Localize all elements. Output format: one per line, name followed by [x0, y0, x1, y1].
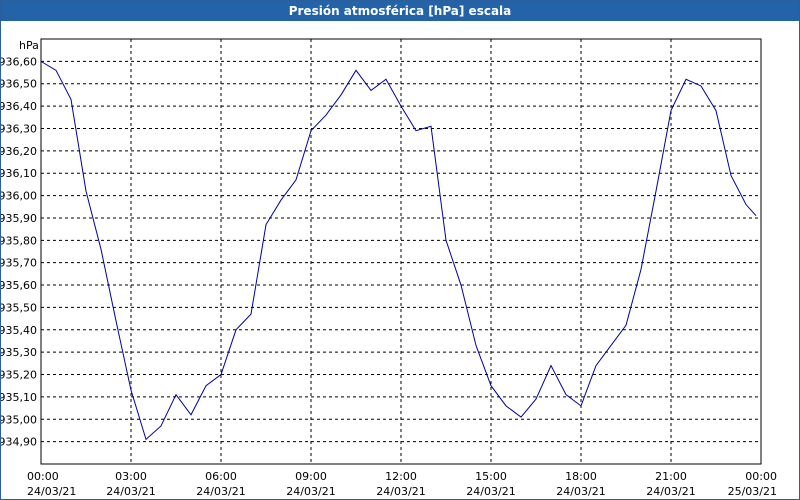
- y-tick-label: 936,30: [1, 122, 37, 135]
- y-tick-label: 934,90: [1, 436, 37, 449]
- x-tick-label: 12:00: [385, 470, 417, 483]
- x-tick-date: 24/03/21: [27, 485, 76, 498]
- x-tick-date: 24/03/21: [196, 485, 245, 498]
- x-tick-date: 24/03/21: [106, 485, 155, 498]
- y-tick-label: 935,00: [1, 413, 37, 426]
- y-tick-label: 935,40: [1, 324, 37, 337]
- x-tick-date: 24/03/21: [376, 485, 425, 498]
- y-tick-label: 936,40: [1, 100, 37, 113]
- y-tick-label: 936,20: [1, 145, 37, 158]
- x-tick-label: 00:00: [745, 470, 777, 483]
- y-tick-label: 936,10: [1, 167, 37, 180]
- x-tick-date: 24/03/21: [286, 485, 335, 498]
- y-tick-label: 935,20: [1, 369, 37, 382]
- x-tick-label: 15:00: [475, 470, 507, 483]
- x-tick-date: 24/03/21: [466, 485, 515, 498]
- x-tick-label: 03:00: [115, 470, 147, 483]
- title-bar: Presión atmosférica [hPa] escala: [1, 1, 799, 21]
- x-tick-date: 25/03/21: [728, 485, 777, 498]
- y-tick-label: 936,00: [1, 190, 37, 203]
- y-tick-label: 935,50: [1, 301, 37, 314]
- data-line: [40, 60, 757, 441]
- y-tick-label: 935,30: [1, 346, 37, 359]
- x-tick-date: 24/03/21: [646, 485, 695, 498]
- y-tick-label: 935,80: [1, 234, 37, 247]
- y-tick-label: 936,50: [1, 78, 37, 91]
- x-tick-label: 18:00: [565, 470, 597, 483]
- y-tick-label: 935,60: [1, 279, 37, 292]
- x-tick-label: 00:00: [27, 470, 59, 483]
- x-tick-label: 09:00: [295, 470, 327, 483]
- x-tick-label: 06:00: [205, 470, 237, 483]
- y-tick-label: 935,10: [1, 391, 37, 404]
- x-tick-date: 24/03/21: [556, 485, 605, 498]
- y-tick-label: 936,60: [1, 55, 37, 68]
- y-tick-label: 935,70: [1, 257, 37, 270]
- y-tick-label: 935,90: [1, 212, 37, 225]
- y-axis-label: hPa: [19, 39, 39, 52]
- x-tick-label: 21:00: [655, 470, 687, 483]
